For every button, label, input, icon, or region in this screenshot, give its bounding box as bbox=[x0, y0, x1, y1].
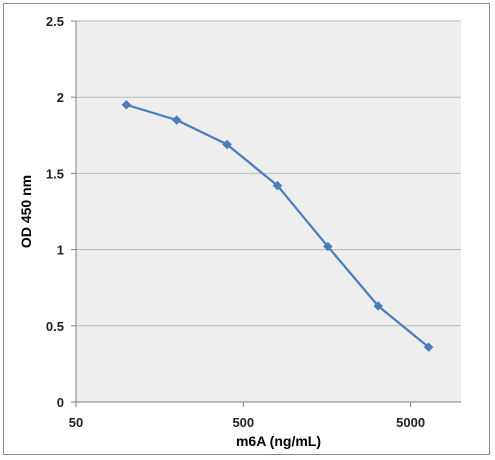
data-point-marker bbox=[322, 241, 333, 252]
x-axis-ticks: 50 500 5000 bbox=[69, 402, 425, 430]
y-tick-label: 2 bbox=[57, 90, 64, 105]
gridlines bbox=[76, 20, 461, 327]
x-tick-label: 5000 bbox=[396, 415, 425, 430]
y-tick-label: 2.5 bbox=[46, 14, 64, 29]
data-point-marker bbox=[423, 342, 434, 352]
x-axis-title: m6A (ng/mL) bbox=[236, 433, 321, 449]
data-point-marker bbox=[373, 301, 384, 311]
data-point-marker bbox=[171, 115, 182, 125]
x-tick-label: 500 bbox=[232, 415, 254, 430]
y-tick-label: 1.5 bbox=[46, 166, 64, 181]
series-layer bbox=[121, 99, 434, 352]
y-axis-title: OD 450 nm bbox=[18, 175, 34, 248]
y-tick-label: 0.5 bbox=[46, 319, 64, 334]
data-point-marker bbox=[222, 139, 232, 150]
y-axis-ticks: 0 0.5 1 1.5 2 2.5 bbox=[46, 14, 76, 410]
data-point-marker bbox=[272, 180, 283, 191]
x-tick-label: 50 bbox=[69, 415, 83, 430]
y-tick-label: 0 bbox=[57, 395, 64, 410]
plot-area bbox=[76, 21, 461, 402]
data-point-marker bbox=[121, 99, 132, 110]
y-tick-label: 1 bbox=[57, 243, 64, 258]
